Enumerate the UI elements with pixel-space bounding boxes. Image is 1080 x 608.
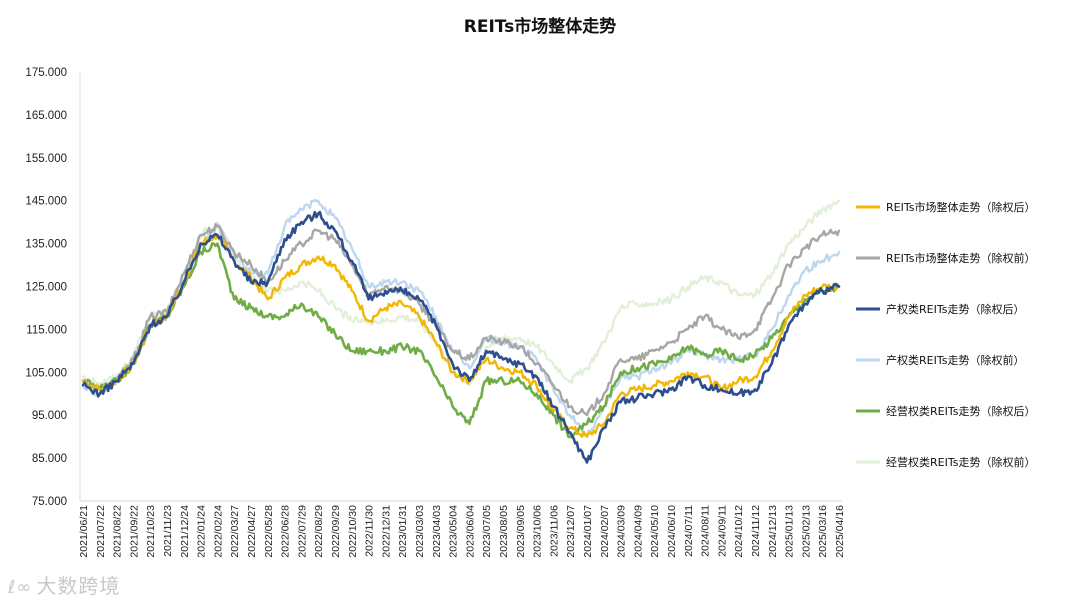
legend-label: 经营权类REITs走势（除权后）	[886, 404, 1035, 418]
x-tick-label: 2021/08/22	[112, 505, 124, 558]
chart-title: REITs市场整体走势	[464, 16, 617, 37]
x-tick-label: 2021/10/23	[145, 505, 157, 558]
x-tick-label: 2024/02/07	[599, 505, 611, 558]
x-tick-label: 2024/11/12	[750, 505, 762, 557]
x-tick-label: 2023/01/31	[397, 505, 409, 558]
x-tick-label: 2024/09/11	[716, 505, 728, 557]
series-line-2	[81, 210, 841, 464]
x-tick-label: 2025/02/13	[800, 505, 812, 558]
x-tick-label: 2024/04/09	[632, 505, 644, 558]
x-tick-label: 2025/04/16	[834, 505, 846, 558]
x-tick-label: 2024/01/07	[582, 505, 594, 558]
x-tick-label: 2022/11/30	[364, 505, 376, 557]
x-tick-label: 2023/10/06	[532, 505, 544, 558]
x-tick-label: 2023/03/03	[414, 505, 426, 558]
x-tick-label: 2023/04/03	[431, 505, 443, 558]
series-line-3	[81, 198, 841, 438]
y-tick-label: 145.000	[25, 196, 67, 208]
x-tick-label: 2022/05/28	[263, 505, 275, 558]
x-tick-label: 2022/12/31	[380, 505, 392, 558]
y-tick-label: 175.000	[25, 67, 67, 79]
series-line-4	[81, 242, 841, 439]
watermark-text: 大数跨境	[36, 574, 121, 598]
x-tick-label: 2023/09/05	[515, 505, 527, 558]
x-tick-label: 2022/08/29	[313, 505, 325, 558]
x-tick-label: 2023/05/04	[448, 505, 460, 558]
legend-label: 产权类REITs走势（除权后）	[886, 302, 1024, 316]
x-tick-label: 2025/03/16	[817, 505, 829, 558]
legend-label: REITs市场整体走势（除权后）	[886, 200, 1035, 214]
x-tick-label: 2023/11/06	[548, 505, 560, 557]
x-tick-label: 2025/01/13	[784, 505, 796, 558]
series-lines	[81, 198, 841, 464]
watermark-logo-icon: ℓ∞	[8, 577, 33, 598]
x-tick-label: 2023/12/07	[565, 505, 577, 558]
x-tick-label: 2023/07/05	[481, 505, 493, 558]
x-tick-label: 2022/01/24	[196, 505, 208, 558]
legend-label: REITs市场整体走势（除权前）	[886, 251, 1035, 265]
y-tick-label: 165.000	[25, 110, 67, 122]
y-tick-label: 135.000	[25, 239, 67, 251]
series-line-1	[81, 222, 841, 417]
legend-label: 经营权类REITs走势（除权前）	[886, 455, 1035, 469]
y-tick-label: 75.000	[32, 496, 67, 508]
x-tick-label: 2024/08/11	[700, 505, 712, 557]
x-tick-label: 2024/03/09	[616, 505, 628, 558]
y-tick-label: 105.000	[25, 367, 67, 379]
y-tick-label: 115.000	[26, 324, 67, 336]
watermark: ℓ∞ 大数跨境	[8, 570, 120, 599]
x-axis: 2021/06/21 2021/07/22 2021/08/22 2021/09/22…	[78, 500, 846, 558]
x-tick-label: 2021/11/23	[162, 505, 174, 557]
x-tick-label: 2022/03/27	[229, 505, 241, 558]
x-tick-label: 2022/10/30	[347, 505, 359, 558]
x-tick-label: 2024/07/11	[683, 505, 695, 557]
legend-label: 产权类REITs走势（除权前）	[886, 353, 1024, 367]
x-tick-label: 2024/05/10	[649, 505, 661, 558]
x-tick-label: 2021/12/24	[179, 505, 191, 558]
x-tick-label: 2022/07/29	[296, 505, 308, 558]
x-tick-label: 2023/06/04	[464, 505, 476, 558]
y-axis: 75.000 85.000 95.000 105.000 115.000 125.000 1…	[25, 67, 81, 508]
y-tick-label: 155.000	[25, 153, 67, 165]
y-tick-label: 85.000	[32, 453, 67, 465]
x-tick-label: 2021/06/21	[78, 505, 90, 558]
x-tick-label: 2022/02/24	[212, 505, 224, 558]
x-tick-label: 2024/12/13	[767, 505, 779, 558]
x-tick-label: 2023/08/05	[498, 505, 510, 558]
x-tick-label: 2024/06/10	[666, 505, 678, 558]
y-tick-label: 125.000	[25, 282, 67, 294]
x-tick-label: 2022/04/27	[246, 505, 258, 558]
x-tick-label: 2021/09/22	[128, 505, 140, 558]
y-tick-label: 95.000	[32, 410, 67, 422]
x-tick-label: 2024/10/12	[733, 505, 745, 558]
x-tick-label: 2022/09/29	[330, 505, 342, 558]
legend: REITs市场整体走势（除权后） REITs市场整体走势（除权前） 产权类REITs…	[856, 200, 1035, 469]
x-tick-label: 2021/07/22	[95, 505, 107, 558]
x-tick-label: 2022/06/28	[280, 505, 292, 558]
